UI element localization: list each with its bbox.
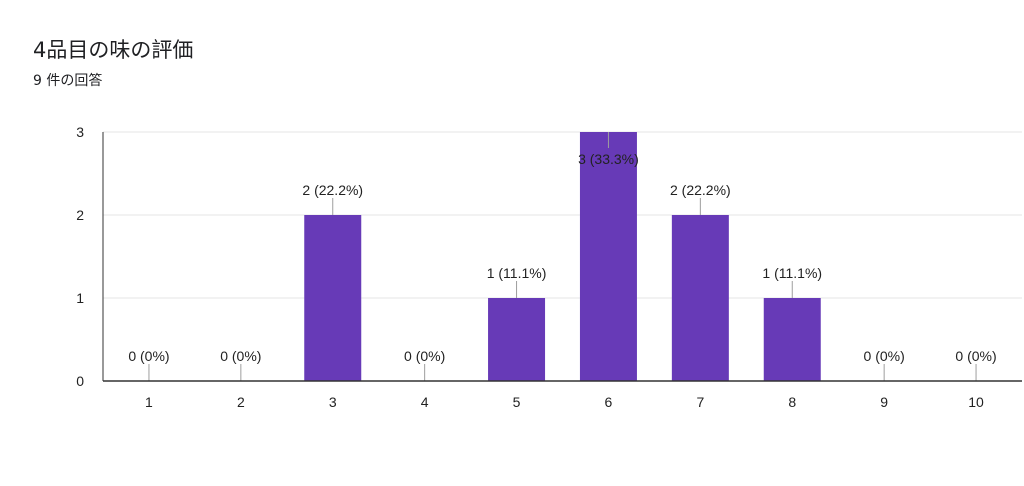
response-count: 9 件の回答	[33, 73, 103, 89]
bar	[304, 215, 362, 381]
x-tick-label: 5	[513, 394, 521, 410]
x-tick-label: 3	[329, 394, 337, 410]
data-label: 0 (0%)	[955, 348, 996, 364]
data-label: 1 (11.1%)	[762, 265, 822, 281]
x-tick-label: 1	[145, 394, 153, 410]
x-tick-label: 10	[968, 394, 984, 410]
data-label: 0 (0%)	[864, 348, 905, 364]
x-tick-label: 7	[696, 394, 704, 410]
data-label: 3 (33.3%)	[578, 151, 639, 167]
data-label: 0 (0%)	[404, 348, 445, 364]
x-tick-label: 6	[605, 394, 613, 410]
bar	[579, 132, 637, 381]
data-label: 0 (0%)	[128, 348, 169, 364]
data-label: 2 (22.2%)	[670, 182, 731, 198]
x-tick-label: 8	[788, 394, 796, 410]
data-label: 0 (0%)	[220, 348, 261, 364]
y-tick-label: 2	[76, 207, 84, 223]
data-label: 1 (11.1%)	[487, 265, 547, 281]
bar	[763, 298, 821, 381]
y-tick-label: 3	[76, 124, 84, 140]
y-tick-label: 1	[76, 290, 84, 306]
x-tick-label: 9	[880, 394, 888, 410]
bar	[671, 215, 729, 381]
y-tick-label: 0	[76, 373, 84, 389]
data-label: 2 (22.2%)	[302, 182, 363, 198]
x-tick-label: 4	[421, 394, 429, 410]
chart-title: 4品目の味の評価	[33, 38, 194, 62]
bar	[488, 298, 546, 381]
x-tick-label: 2	[237, 394, 245, 410]
